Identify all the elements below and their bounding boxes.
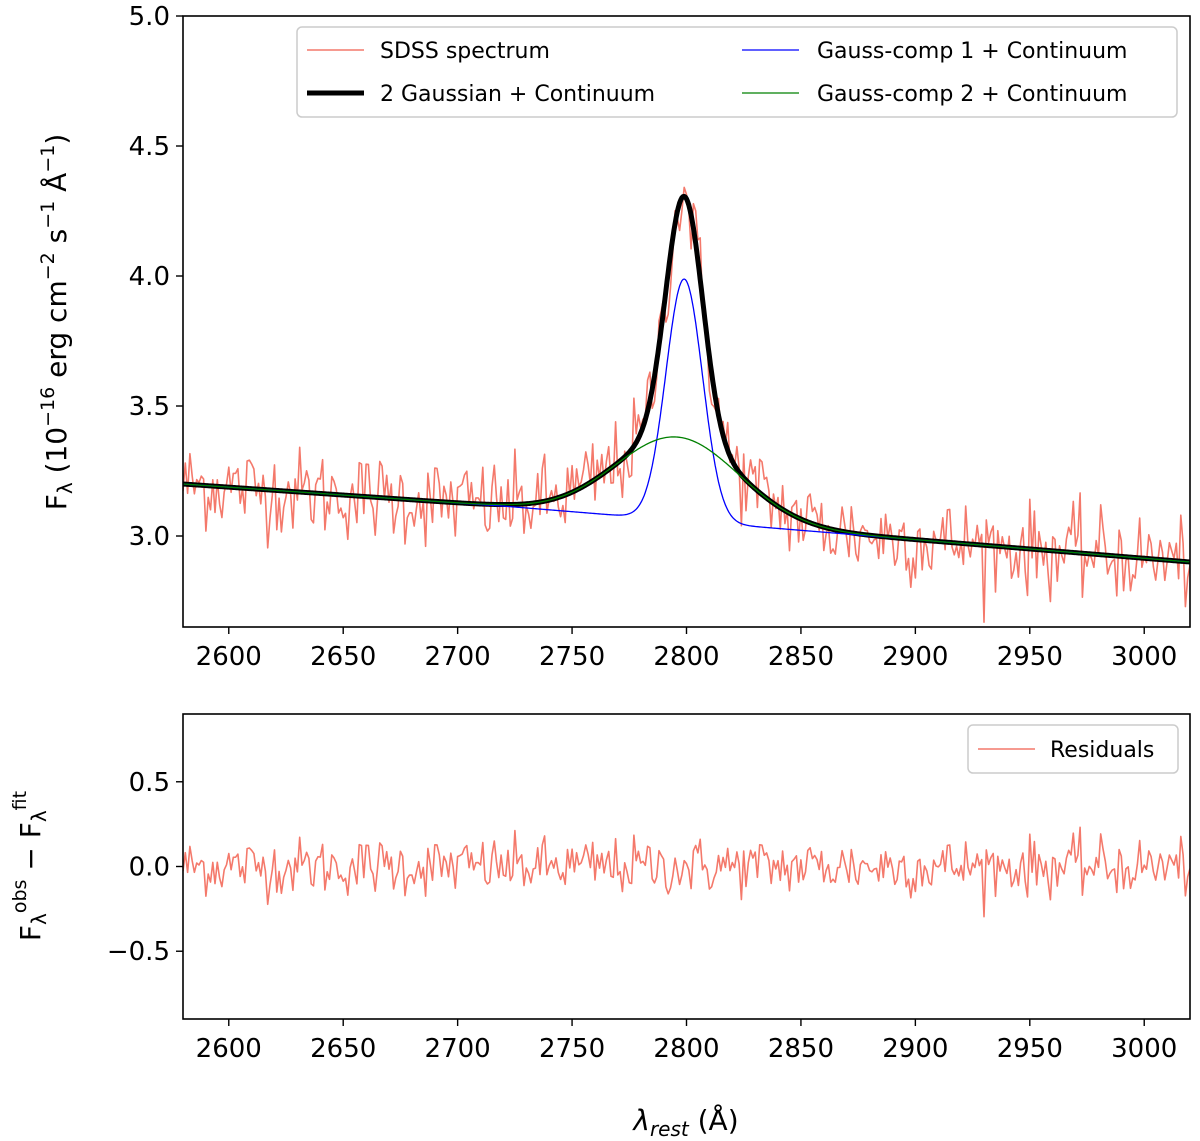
fit-y-axis-label: Fλ (10−16 erg cm−2 s−1 Å−1) (37, 134, 77, 511)
fit-legend: SDSS spectrum 2 Gaussian + Continuum Gauss… (296, 26, 1178, 118)
resid-y-tick-label: 0.0 (129, 853, 170, 883)
fit-x-tick-label: 2750 (539, 642, 605, 672)
resid-x-tick-label: 2800 (653, 1034, 719, 1064)
residuals-panel: 2600 2650 2700 2750 2800 2850 2900 2950 3000 0.5 0… (9, 713, 1191, 1141)
resid-x-tick-label: 3000 (1111, 1034, 1177, 1064)
residuals-legend: Residuals (967, 724, 1179, 774)
gauss-comp-2-line (183, 436, 1190, 563)
residuals-y-axis-label: Fλobs − Fλfit (9, 791, 51, 941)
legend-label-2: Gauss-comp 1 + Continuum (817, 39, 1127, 64)
resid-x-tick-label: 2650 (310, 1034, 376, 1064)
fit-x-tick-label: 2700 (425, 642, 491, 672)
gauss-comp-1-line (183, 278, 1190, 563)
x-axis-label: λrest (Å) (631, 1103, 738, 1141)
fit-frame (182, 15, 1191, 628)
legend-label-1: 2 Gaussian + Continuum (380, 82, 655, 107)
fit-legend-box (296, 26, 1178, 118)
fit-x-tick-label: 2850 (768, 642, 834, 672)
fit-y-tick-label: 5.0 (129, 2, 170, 32)
resid-x-tick-label: 2600 (196, 1034, 262, 1064)
resid-x-tick-label: 2950 (997, 1034, 1063, 1064)
resid-y-tick-label: −0.5 (107, 937, 170, 967)
legend-label-0: SDSS spectrum (380, 39, 550, 64)
legend-label-3: Gauss-comp 2 + Continuum (817, 82, 1127, 107)
two-gaussian-fit-line (183, 193, 1190, 565)
sdss-spectrum-line (183, 186, 1190, 623)
fit-panel: 2600 2650 2700 2750 2800 2850 2900 2950 3000 3.0 3… (37, 2, 1191, 672)
fit-x-tick-label: 3000 (1111, 642, 1177, 672)
fit-y-tick-label: 3.5 (129, 392, 170, 422)
fit-y-tick-label: 3.0 (129, 522, 170, 552)
resid-frame (182, 713, 1191, 1020)
resid-x-tick-label: 2900 (882, 1034, 948, 1064)
fit-x-tick-label: 2650 (310, 642, 376, 672)
resid-x-tick-label: 2750 (539, 1034, 605, 1064)
resid-x-tick-label: 2700 (425, 1034, 491, 1064)
fit-x-tick-label: 2900 (882, 642, 948, 672)
resid-x-tick-label: 2850 (768, 1034, 834, 1064)
residuals-line (183, 826, 1190, 918)
residuals-legend-box (967, 724, 1179, 774)
fit-y-tick-label: 4.5 (129, 132, 170, 162)
residuals-legend-label: Residuals (1050, 738, 1154, 763)
fit-y-tick-label: 4.0 (129, 262, 170, 292)
fit-x-tick-label: 2950 (997, 642, 1063, 672)
fit-x-tick-label: 2600 (196, 642, 262, 672)
fit-x-tick-label: 2800 (653, 642, 719, 672)
resid-y-tick-label: 0.5 (129, 768, 170, 798)
